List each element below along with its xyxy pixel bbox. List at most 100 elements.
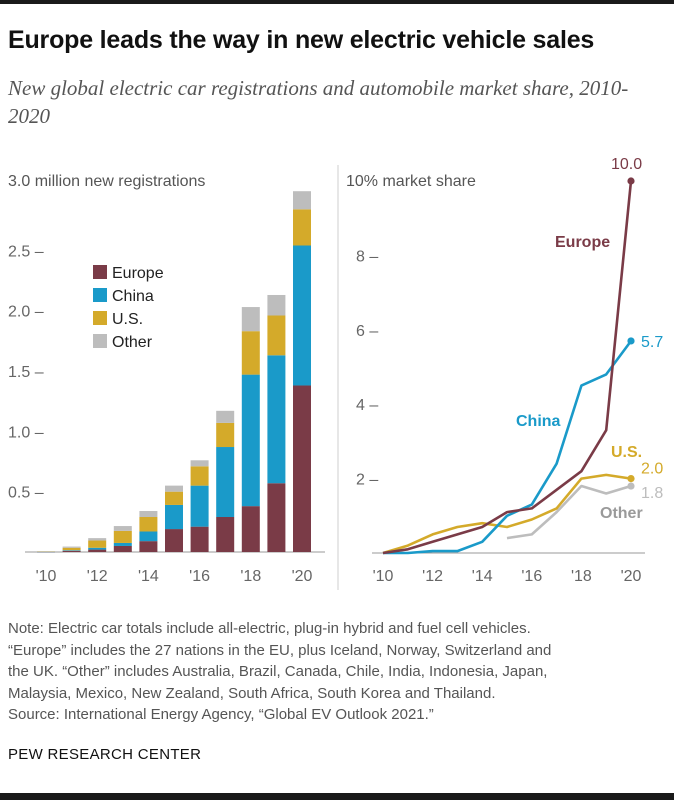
line-series-us [382,473,632,555]
bar-china-2020 [293,245,311,386]
bar-other-2014 [139,510,158,518]
bar-europe-2013 [113,545,132,552]
line-y-tick-label: 6 – [356,323,378,340]
notes-block: Note: Electric car totals include all-el… [8,618,668,726]
bar-other-2017 [216,410,235,423]
series-name-label-china: China [516,413,561,430]
top-rule [0,0,674,4]
bar-europe-2019 [267,483,286,552]
bar-us-2016 [190,466,209,486]
bar-x-tick-label: '20 [292,568,313,585]
legend-label: U.S. [112,311,143,328]
end-value-label-china: 5.7 [641,334,663,351]
note-line: Note: Electric car totals include all-el… [8,620,531,637]
legend-label: China [112,288,154,305]
bar-us-2013 [113,530,132,543]
end-value-label-us: 2.0 [641,461,663,478]
legend-swatch-china [93,288,107,302]
line-y-tick-label: 2 – [356,472,378,489]
bar-china-2014 [139,531,158,542]
end-point-europe [627,177,635,185]
bar-other-2015 [165,485,183,492]
bar-other-2013 [113,526,132,531]
end-value-label-other: 1.8 [641,485,663,502]
line-x-tick-label: '16 [521,568,542,585]
chart-subtitle: New global electric car registrations an… [8,76,629,128]
bar-x-tick-label: '16 [189,568,210,585]
bar-y-tick-label: 1.5 – [8,364,44,381]
chart-title: Europe leads the way in new electric veh… [8,26,595,54]
bar-china-2016 [190,485,209,527]
line-x-tick-label: '14 [472,568,493,585]
bar-china-2018 [241,374,260,507]
bar-europe-2011 [62,550,81,552]
bar-other-2010 [37,551,55,552]
end-point-us [627,475,635,483]
line-x-tick-label: '18 [571,568,592,585]
bar-x-tick-label: '14 [138,568,159,585]
bar-europe-2020 [293,385,311,552]
bar-europe-2016 [190,526,209,552]
bar-x-tick-label: '12 [87,568,108,585]
legend-swatch-other [93,334,107,348]
series-name-label-europe: Europe [555,234,610,251]
bar-china-2011 [62,550,81,551]
line-x-tick-label: '12 [422,568,443,585]
bar-other-2011 [62,546,81,548]
bar-europe-2014 [139,541,158,552]
bar-other-2019 [267,294,286,316]
bar-china-2015 [165,504,183,530]
series-name-label-other: Other [600,505,643,522]
end-point-china [627,337,635,345]
note-line: Malaysia, Mexico, New Zealand, South Afr… [8,684,496,702]
charts-canvas: 3.0 million new registrations 0.5 – 1.0 – 1… [8,156,663,590]
legend-swatch-europe [93,265,107,279]
line-series-china [383,340,633,555]
line-x-tick-label: '20 [621,568,642,585]
bar-europe-2012 [88,549,107,552]
note-line: the UK. “Other” includes Australia, Braz… [8,663,548,680]
legend-label: Europe [112,265,164,282]
bar-y-tick-label: 2.0 – [8,304,44,321]
bar-us-2017 [216,422,235,448]
bar-other-2012 [88,538,107,541]
bar-us-2012 [88,540,107,548]
bar-china-2013 [113,542,132,546]
note-line: “Europe” includes the 27 nations in the … [8,641,552,659]
bar-other-2016 [190,460,209,467]
series-name-label-us: U.S. [611,444,642,461]
line-y-axis-label: 10% market share [346,173,476,190]
bar-us-2018 [241,331,260,375]
bar-us-2014 [139,517,158,532]
bar-us-2019 [267,315,286,356]
bar-other-2018 [241,307,260,332]
end-point-other [627,482,635,490]
bar-x-tick-label: '10 [36,568,57,585]
line-y-tick-label: 8 – [356,248,378,265]
bar-china-2019 [267,355,286,484]
bar-europe-2017 [216,517,235,552]
bar-y-axis-label: 3.0 million new registrations [8,173,205,190]
bar-y-tick-label: 0.5 – [8,485,44,502]
legend-swatch-us [93,311,107,325]
line-series-europe [382,180,633,555]
bar-y-tick-label: 1.0 – [8,424,44,441]
line-series-other [506,484,632,540]
bar-other-2020 [293,191,311,210]
bar-y-tick-label: 2.5 – [8,243,44,260]
bar-us-2011 [62,547,81,551]
line-y-tick-label: 4 – [356,397,378,414]
bar-x-tick-label: '18 [240,568,261,585]
bar-europe-2018 [241,506,260,552]
bottom-rule [0,793,674,800]
legend-label: Other [112,334,153,351]
source-org: PEW RESEARCH CENTER [8,746,202,763]
line-x-tick-label: '10 [373,568,394,585]
bar-china-2012 [88,547,107,550]
bar-europe-2015 [165,529,183,552]
end-value-label-europe: 10.0 [611,156,642,173]
bar-us-2020 [293,209,311,246]
bar-china-2017 [216,447,235,518]
source-line: Source: International Energy Agency, “Gl… [8,706,434,723]
bar-us-2015 [165,491,183,505]
